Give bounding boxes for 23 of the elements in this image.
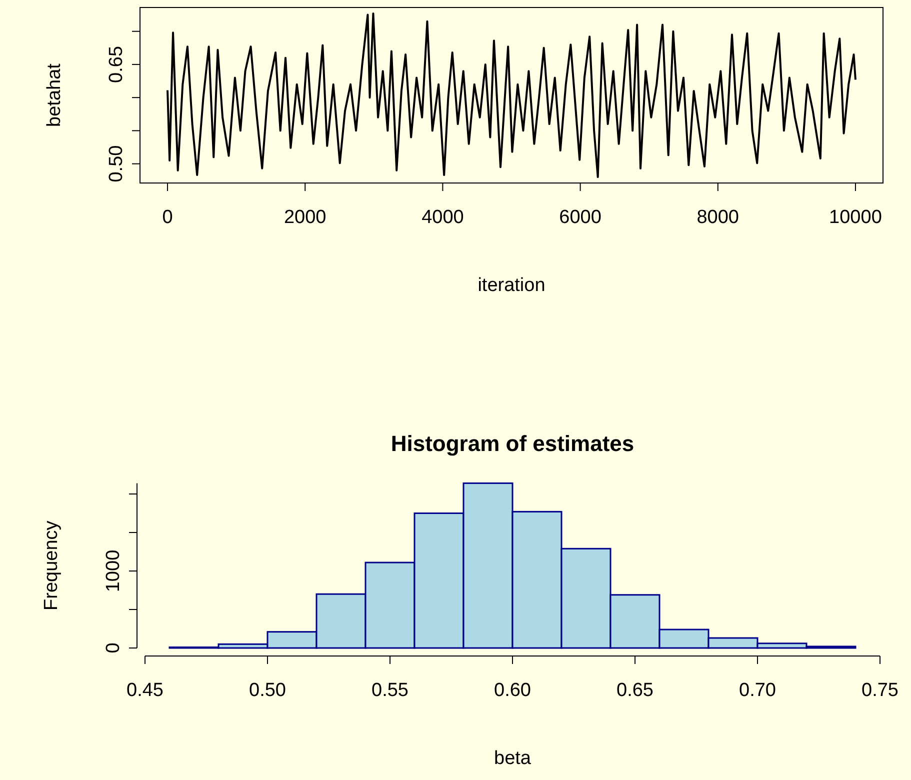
x-tick-label: 6000 <box>559 207 602 228</box>
x-tick-label: 8000 <box>696 207 740 228</box>
x-tick-label: 0.75 <box>862 680 898 701</box>
x-tick-label: 0.70 <box>739 680 776 701</box>
x-tick-label: 0.60 <box>494 680 531 701</box>
x-tick-label: 0.45 <box>126 680 164 701</box>
y-tick-label: 0.65 <box>106 46 127 83</box>
chart-title: Histogram of estimates <box>390 431 634 456</box>
x-axis-title: iteration <box>478 275 546 296</box>
x-tick-label: 0.55 <box>372 680 408 701</box>
line-series <box>166 12 856 178</box>
y-tick-label: 0.50 <box>106 145 127 182</box>
x-axis-title: beta <box>494 748 532 769</box>
x-tick-label: 0.50 <box>249 680 286 701</box>
x-tick-label: 0.65 <box>616 680 654 701</box>
y-axis-title: Frequency <box>41 520 62 610</box>
x-tick-label: 4000 <box>422 207 464 228</box>
x-tick-label: 2000 <box>284 207 326 228</box>
y-tick-label: 0 <box>103 642 124 654</box>
x-tick-label: 0 <box>162 207 173 228</box>
y-axis-title: betahat <box>44 62 65 127</box>
x-tick-label: 10000 <box>829 207 882 228</box>
y-tick-label: 1000 <box>103 550 124 592</box>
